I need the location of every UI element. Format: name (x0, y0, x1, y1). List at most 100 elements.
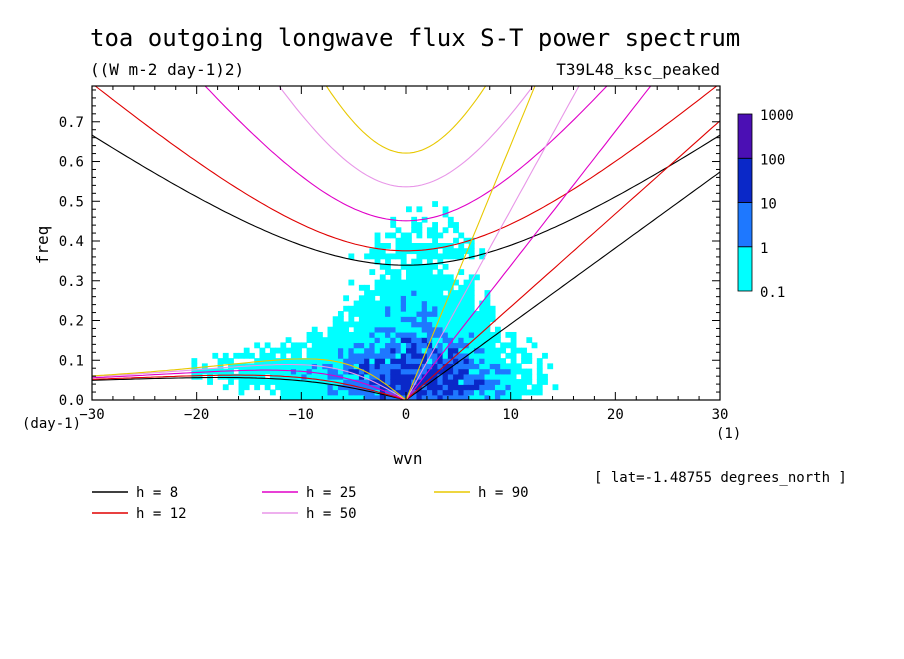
kelvin-curve (405, 171, 720, 400)
spectrum-cell (301, 379, 308, 385)
spectrum-cell (411, 331, 418, 338)
spectrum-cell (322, 379, 329, 385)
spectrum-cell (285, 384, 292, 391)
spectrum-cell (463, 373, 470, 380)
spectrum-cell (447, 337, 454, 344)
spectrum-cell (426, 379, 433, 385)
spectrum-cell (348, 384, 355, 391)
spectrum-cell (337, 316, 344, 323)
spectrum-cell (406, 284, 412, 291)
spectrum-cell (348, 363, 355, 370)
spectrum-cell (369, 331, 376, 338)
spectrum-cell (369, 295, 376, 302)
spectrum-cell (432, 373, 438, 380)
spectrum-cell (400, 284, 407, 291)
spectrum-cell (421, 379, 428, 385)
spectrum-cell (432, 347, 438, 354)
spectrum-cell (463, 295, 470, 302)
spectrum-cell (290, 363, 297, 370)
spectrum-cell (400, 326, 407, 333)
spectrum-cell (207, 373, 213, 380)
spectrum-cell (468, 248, 475, 255)
spectrum-cell (421, 269, 428, 275)
spectrum-cell (489, 331, 496, 338)
spectrum-cell (453, 227, 459, 234)
spectrum-cell (453, 342, 459, 349)
spectrum-cell (317, 358, 323, 364)
spectrum-cell (505, 389, 512, 396)
spectrum-cell (191, 373, 198, 380)
spectrum-cell (332, 316, 339, 323)
spectrum-cell (453, 237, 459, 244)
spectrum-cell (374, 232, 381, 239)
spectrum-cell (453, 316, 459, 323)
spectrum-cell (421, 295, 428, 302)
spectrum-cell (385, 305, 391, 312)
spectrum-cell (343, 352, 350, 359)
spectrum-cell (390, 321, 397, 328)
spectrum-cell (275, 347, 281, 354)
spectrum-cell (374, 379, 381, 385)
spectrum-cell (432, 305, 438, 312)
spectrum-cell (432, 222, 438, 228)
spectrum-cell (432, 342, 438, 349)
spectrum-cell (374, 253, 381, 260)
spectrum-cell (406, 337, 412, 344)
spectrum-cell (353, 311, 360, 317)
spectrum-cell (426, 258, 433, 265)
spectrum-cell (411, 363, 418, 370)
spectrum-cell (385, 352, 391, 359)
kelvin-curve (405, 120, 720, 400)
spectrum-cell (348, 316, 355, 323)
spectrum-cell (406, 384, 412, 391)
spectrum-cell (369, 248, 376, 255)
spectrum-cell (395, 326, 402, 333)
spectrum-cell (489, 379, 496, 385)
spectrum-cell (510, 358, 517, 364)
spectrum-cell (317, 389, 323, 396)
spectrum-cell (280, 358, 287, 364)
spectrum-cell (228, 379, 234, 385)
spectrum-cell (337, 389, 344, 396)
spectrum-cell (416, 222, 423, 228)
spectrum-cell (510, 331, 517, 338)
spectrum-cell (400, 263, 407, 270)
spectrum-cell (453, 347, 459, 354)
spectrum-cell (379, 295, 386, 302)
spectrum-cell (447, 284, 454, 291)
spectrum-cell (479, 358, 486, 364)
spectrum-cell (322, 368, 329, 375)
spectrum-cell (411, 305, 418, 312)
spectrum-cell (348, 358, 355, 364)
spectrum-cell (390, 337, 397, 344)
spectrum-cell (505, 342, 512, 349)
spectrum-cell (327, 368, 334, 375)
spectrum-cell (249, 368, 255, 375)
spectrum-cell (426, 331, 433, 338)
spectrum-cell (311, 337, 318, 344)
spectrum-cell (437, 290, 444, 296)
spectrum-cell (484, 394, 491, 400)
y-tick-label: 0.5 (59, 194, 84, 210)
spectrum-cell (489, 384, 496, 391)
spectrum-cell (364, 368, 370, 375)
spectrum-cell (390, 316, 397, 323)
spectrum-cell (421, 321, 428, 328)
spectrum-cell (254, 368, 261, 375)
spectrum-cell (432, 232, 438, 239)
spectrum-cell (463, 389, 470, 396)
spectrum-cell (406, 263, 412, 270)
spectrum-cell (442, 284, 449, 291)
spectrum-cell (379, 326, 386, 333)
spectrum-cell (327, 384, 334, 391)
spectrum-cell (494, 373, 501, 380)
spectrum-cell (327, 352, 334, 359)
spectrum-cell (468, 363, 475, 370)
y-tick-label: 0.2 (59, 314, 84, 330)
spectrum-cell (468, 373, 475, 380)
spectrum-cell (275, 363, 281, 370)
spectrum-cell (390, 342, 397, 349)
colorbar-label: 1000 (760, 108, 794, 124)
spectrum-cell (364, 337, 370, 344)
spectrum-cell (238, 373, 245, 380)
